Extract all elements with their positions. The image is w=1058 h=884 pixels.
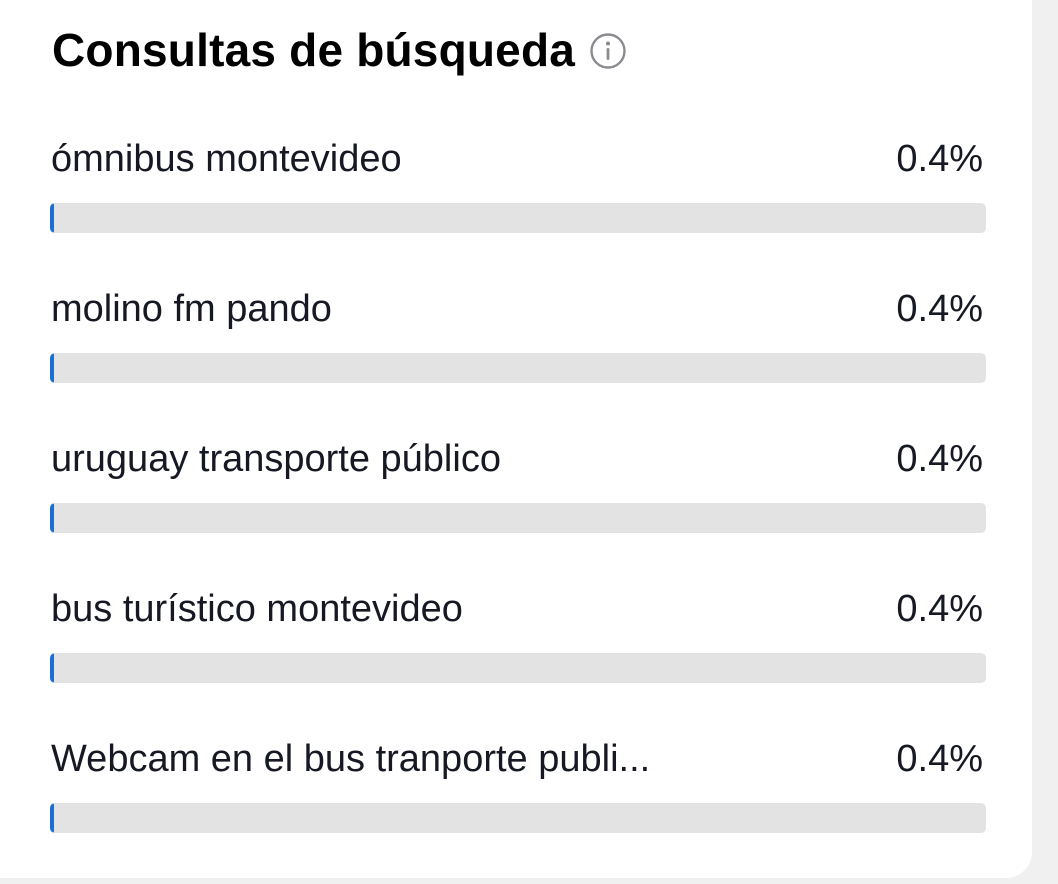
- query-row: Webcam en el bus tranporte publi... 0.4%: [50, 736, 986, 836]
- query-row: uruguay transporte público 0.4%: [50, 436, 986, 536]
- query-bar-fill: [50, 503, 54, 533]
- query-bar-fill: [50, 653, 54, 683]
- query-row: ómnibus montevideo 0.4%: [50, 136, 986, 236]
- query-bar-track: [50, 653, 986, 683]
- panel-header: Consultas de búsqueda: [52, 22, 627, 78]
- query-percent: 0.4%: [896, 738, 983, 780]
- info-icon[interactable]: [589, 32, 627, 70]
- query-bar-fill: [50, 803, 54, 833]
- query-bar-track: [50, 353, 986, 383]
- query-label: bus turístico montevideo: [51, 588, 463, 630]
- panel-title: Consultas de búsqueda: [52, 24, 576, 76]
- query-row: bus turístico montevideo 0.4%: [50, 586, 986, 686]
- query-bar-fill: [50, 203, 54, 233]
- query-label: ómnibus montevideo: [51, 138, 402, 180]
- query-row: molino fm pando 0.4%: [50, 286, 986, 386]
- search-queries-panel: Consultas de búsqueda ómnibus montevideo…: [0, 0, 1032, 878]
- query-bar-fill: [50, 353, 54, 383]
- query-percent: 0.4%: [896, 438, 983, 480]
- query-percent: 0.4%: [896, 588, 983, 630]
- query-label: molino fm pando: [51, 288, 332, 330]
- query-bar-track: [50, 503, 986, 533]
- query-percent: 0.4%: [896, 288, 983, 330]
- query-label: Webcam en el bus tranporte publi...: [51, 738, 651, 780]
- query-percent: 0.4%: [896, 138, 983, 180]
- query-label: uruguay transporte público: [51, 438, 501, 480]
- query-bar-track: [50, 803, 986, 833]
- query-bar-track: [50, 203, 986, 233]
